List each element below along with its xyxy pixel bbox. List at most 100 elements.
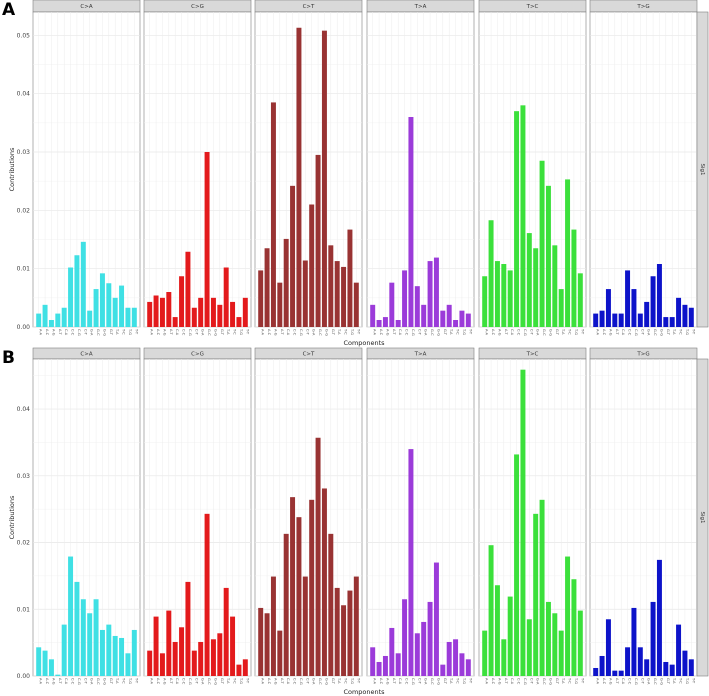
bar [370,304,376,327]
x-tick-label: C-C [182,678,186,685]
x-tick-label: A-A [485,329,489,336]
x-tick-label: A-C [156,329,160,336]
bar [688,659,694,676]
x-tick-label: A-T [392,678,396,684]
x-tick-label: A-C [602,329,606,336]
bar [644,659,650,676]
bar [656,264,662,327]
bar [166,292,172,327]
x-tick-label: G-G [659,678,663,685]
bar [321,488,327,676]
bar [172,317,178,327]
bar [264,248,270,327]
bar [353,282,359,327]
x-tick-label: A-T [392,329,396,335]
facet-C-to-T: C>TA-A A-C A-G A-T C-A C-C C-G C-T G-A G-C G-G G-T T… [254,347,363,685]
bar [650,601,656,676]
x-tick-label: C-T [640,678,644,684]
bar [446,304,452,327]
x-tick-label: A-C [491,678,495,685]
bar [106,624,112,676]
x-tick-label: T-A [561,328,565,335]
bar [315,437,321,676]
x-tick-label: G-A [90,329,94,336]
x-tick-label: A-C [379,678,383,685]
bar [112,297,118,327]
bar [414,633,420,676]
bar [230,301,236,327]
x-tick-label: C-C [293,329,297,336]
bar [577,610,583,676]
bar [99,629,105,676]
bar [61,307,67,327]
x-tick-label: A-A [373,329,377,336]
facet-T-to-A: T>AA-A A-C A-G A-T C-A C-C C-G C-T G-A G-C G-G G-T T… [366,347,475,685]
x-tick-label: G-T [666,329,670,336]
bar [309,204,315,327]
x-tick-label: C-T [83,678,87,684]
bar [558,289,564,327]
x-tick-label: G-G [548,678,552,685]
bar [93,289,99,327]
x-tick-label: A-G [51,329,55,336]
x-tick-label: A-C [267,678,271,685]
x-tick-label: G-C [318,678,322,685]
x-tick-label: T-A [449,328,453,335]
bar [453,320,459,327]
bar [283,238,289,327]
bar [453,639,459,676]
bar [612,670,618,676]
facet-strip-label: C>G [191,352,204,358]
bar [526,619,532,676]
bar [433,562,439,676]
bar [465,313,471,327]
x-tick-label: G-T [443,678,447,685]
bar [198,641,204,676]
x-tick-label: G-T [109,329,113,336]
x-tick-label: C-C [628,678,632,685]
bar [296,27,302,327]
bar [507,596,513,676]
x-tick-label: C-G [299,678,303,685]
x-tick-label: T-T [356,677,360,684]
bar [258,270,264,327]
x-axis-title: Components [343,688,385,696]
x-tick-label: C-T [417,329,421,335]
x-tick-label: A-G [162,678,166,685]
facet-strip-label: C>T [303,352,315,358]
bar [236,664,242,676]
bar [571,579,577,676]
x-tick-label: A-T [615,329,619,335]
x-tick-label: T-G [574,328,578,335]
x-tick-label: A-G [608,678,612,685]
bar [277,282,283,327]
bar [545,601,551,676]
bar [593,313,599,327]
facet-plot-area [143,11,252,328]
panel-label: A [2,0,16,20]
bar [663,661,669,676]
x-tick-label: A-G [385,678,389,685]
bar [427,261,433,327]
x-tick-label: C-C [628,329,632,336]
x-tick-label: G-T [331,329,335,336]
x-tick-label: A-C [491,329,495,336]
bar [520,369,526,676]
bar [688,307,694,327]
bar [290,185,296,327]
y-tick-label: 0.03 [17,473,31,480]
bar [42,304,48,327]
x-tick-label: G-C [96,678,100,685]
bar [507,270,513,327]
x-tick-label: A-C [379,329,383,336]
bar [48,320,54,327]
bar [68,267,74,327]
x-tick-label: A-C [156,678,160,685]
x-tick-label: G-C [542,678,546,685]
x-tick-label: C-G [77,329,81,336]
x-tick-label: G-T [220,678,224,685]
x-tick-label: T-T [468,677,472,684]
x-tick-label: A-C [45,329,49,336]
x-tick-label: T-G [350,677,354,684]
